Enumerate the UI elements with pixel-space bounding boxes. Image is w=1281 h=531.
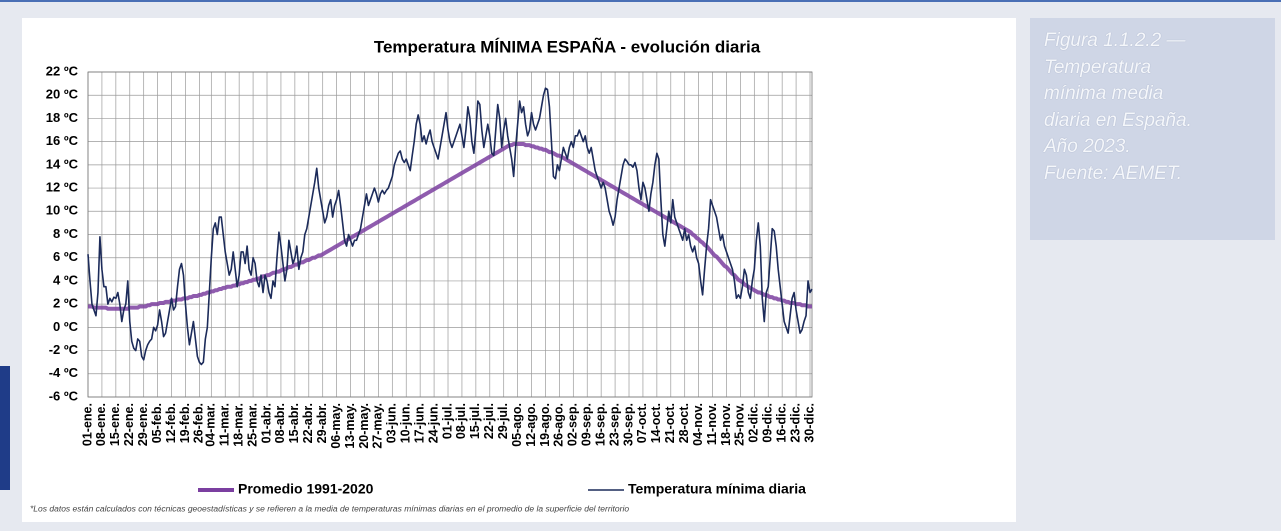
x-tick-label: 01-ene. bbox=[80, 403, 94, 446]
legend-label: Promedio 1991-2020 bbox=[238, 481, 374, 497]
y-tick-label: 16 ºC bbox=[46, 133, 79, 148]
x-tick-label: 15-jul. bbox=[468, 403, 482, 439]
x-tick-label: 25-mar. bbox=[245, 403, 259, 447]
x-tick-label: 17-jun. bbox=[412, 403, 426, 443]
y-tick-label: -4 ºC bbox=[49, 365, 79, 380]
x-tick-label: 05-feb. bbox=[150, 403, 164, 443]
x-tick-label: 09-dic. bbox=[761, 403, 775, 443]
x-tick-label: 15-abr. bbox=[287, 403, 301, 443]
y-tick-label: 8 ºC bbox=[53, 226, 79, 241]
y-tick-label: 6 ºC bbox=[53, 249, 79, 264]
y-tick-label: -6 ºC bbox=[49, 388, 79, 403]
x-tick-label: 03-jun. bbox=[385, 403, 399, 443]
x-tick-label: 06-may. bbox=[329, 403, 343, 449]
x-tick-label: 22-jul. bbox=[482, 403, 496, 439]
y-tick-label: -2 ºC bbox=[49, 342, 79, 357]
x-tick-label: 18-nov. bbox=[719, 403, 733, 446]
x-tick-label: 19-ago. bbox=[538, 403, 552, 447]
y-tick-label: 0 ºC bbox=[53, 319, 79, 334]
x-tick-label: 01-abr. bbox=[259, 403, 273, 443]
x-tick-label: 18-mar. bbox=[231, 403, 245, 447]
x-tick-label: 22-abr. bbox=[301, 403, 315, 443]
x-tick-label: 08-abr. bbox=[273, 403, 287, 443]
x-tick-label: 22-ene. bbox=[122, 403, 136, 446]
x-tick-label: 02-sep. bbox=[566, 403, 580, 446]
x-tick-label: 01-jul. bbox=[440, 403, 454, 439]
x-tick-label: 29-abr. bbox=[315, 403, 329, 443]
x-tick-label: 20-may. bbox=[357, 403, 371, 449]
chart-title: Temperatura MÍNIMA ESPAÑA - evolución di… bbox=[374, 36, 761, 56]
y-tick-label: 14 ºC bbox=[46, 156, 79, 171]
x-tick-label: 12-ago. bbox=[524, 403, 538, 447]
x-tick-label: 30-sep. bbox=[621, 403, 635, 446]
x-tick-label: 26-ago. bbox=[552, 403, 566, 447]
chart: Temperatura MÍNIMA ESPAÑA - evolución di… bbox=[0, 0, 1020, 531]
page: Figura 1.1.2.2 —Temperaturamínima mediad… bbox=[0, 0, 1281, 531]
caption-line: mínima media bbox=[1044, 81, 1261, 108]
x-tick-label: 04-nov. bbox=[691, 403, 705, 446]
caption-line: Temperatura bbox=[1044, 55, 1261, 82]
legend-label: Temperatura mínima diaria bbox=[628, 481, 806, 497]
x-tick-label: 13-may. bbox=[343, 403, 357, 449]
y-tick-label: 10 ºC bbox=[46, 203, 79, 218]
x-tick-label: 23-dic. bbox=[788, 403, 802, 443]
x-tick-label: 05-ago. bbox=[510, 403, 524, 447]
x-tick-label: 27-may. bbox=[371, 403, 385, 449]
x-tick-label: 23-sep. bbox=[607, 403, 621, 446]
x-tick-label: 07-oct. bbox=[635, 403, 649, 443]
y-tick-label: 20 ºC bbox=[46, 87, 79, 102]
x-tick-label: 11-nov. bbox=[705, 403, 719, 445]
footnote: *Los datos están calculados con técnicas… bbox=[30, 503, 629, 513]
x-tick-label: 02-dic. bbox=[747, 403, 761, 443]
x-tick-label: 12-feb. bbox=[164, 403, 178, 443]
x-tick-label: 28-oct. bbox=[677, 403, 691, 443]
caption-line: Figura 1.1.2.2 — bbox=[1044, 28, 1261, 55]
caption-line: diaria en España. bbox=[1044, 108, 1261, 135]
x-tick-label: 15-ene. bbox=[108, 403, 122, 446]
x-tick-label: 16-sep. bbox=[593, 403, 607, 446]
x-tick-label: 25-nov. bbox=[733, 403, 747, 446]
y-tick-label: 18 ºC bbox=[46, 110, 79, 125]
x-tick-label: 19-feb. bbox=[178, 403, 192, 443]
x-tick-label: 29-ene. bbox=[136, 403, 150, 446]
x-tick-label: 29-jul. bbox=[496, 403, 510, 439]
x-tick-label: 10-jun. bbox=[399, 403, 413, 443]
x-tick-label: 16-dic. bbox=[774, 403, 788, 443]
series-line bbox=[88, 88, 812, 364]
x-tick-label: 11-mar. bbox=[218, 403, 232, 446]
x-tick-label: 04-mar. bbox=[204, 403, 218, 447]
x-tick-label: 24-jun. bbox=[426, 403, 440, 443]
y-tick-label: 2 ºC bbox=[53, 296, 79, 311]
caption-line: Fuente: AEMET. bbox=[1044, 161, 1261, 188]
caption-line: Año 2023. bbox=[1044, 134, 1261, 161]
x-tick-label: 21-oct. bbox=[663, 403, 677, 443]
x-tick-label: 14-oct. bbox=[649, 403, 663, 443]
x-tick-label: 30-dic. bbox=[802, 403, 816, 443]
y-tick-label: 4 ºC bbox=[53, 272, 79, 287]
y-tick-label: 22 ºC bbox=[46, 63, 79, 78]
y-tick-label: 12 ºC bbox=[46, 180, 79, 195]
x-tick-label: 09-sep. bbox=[580, 403, 594, 446]
x-tick-label: 08-jul. bbox=[454, 403, 468, 439]
x-tick-label: 08-ene. bbox=[94, 403, 108, 446]
